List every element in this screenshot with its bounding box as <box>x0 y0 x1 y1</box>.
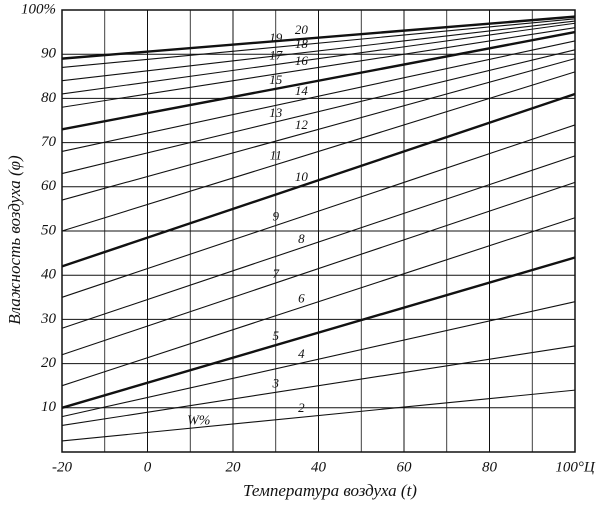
y-tick-label: 20 <box>41 355 57 371</box>
moisture-line <box>61 345 576 427</box>
moisture-line <box>61 22 576 95</box>
x-tick-label: 80 <box>482 459 498 475</box>
moisture-line <box>61 58 576 201</box>
x-tick-label: -20 <box>52 459 72 475</box>
moisture-line <box>61 40 576 152</box>
series-label: 12 <box>295 117 309 132</box>
series-label: 3 <box>272 375 280 390</box>
y-tick-label: 50 <box>41 222 57 238</box>
y-tick-label: 100% <box>21 1 56 17</box>
series-label: 13 <box>269 105 283 120</box>
moisture-line <box>61 181 576 356</box>
y-tick-label: 60 <box>41 178 57 194</box>
x-tick-label: 20 <box>226 459 242 475</box>
moisture-line <box>61 71 576 232</box>
moisture-line <box>61 20 576 82</box>
moisture-line <box>61 256 576 409</box>
x-tick-label: 0 <box>144 459 152 475</box>
y-tick-label: 90 <box>41 46 57 62</box>
y-axis-label: Влажность воздуха (φ) <box>5 155 24 325</box>
x-tick-label: 40 <box>311 459 327 475</box>
y-tick-label: 30 <box>40 311 57 327</box>
moisture-line <box>61 301 576 418</box>
x-tick-label: 60 <box>397 459 413 475</box>
moisture-line <box>61 124 576 298</box>
moisture-line <box>61 92 576 268</box>
series-label: 17 <box>269 47 283 62</box>
y-tick-label: 70 <box>41 134 57 150</box>
series-label: 8 <box>298 231 305 246</box>
moisture-line <box>61 15 576 60</box>
series-label: 19 <box>269 30 283 45</box>
moisture-line <box>61 27 576 108</box>
moisture-line <box>61 155 576 329</box>
moisture-line <box>61 389 576 442</box>
series-label: 9 <box>273 208 280 223</box>
x-tick-label: 100°Ц <box>555 459 595 475</box>
series-label: 20 <box>295 22 309 37</box>
y-tick-label: 40 <box>41 267 57 283</box>
series-label: 15 <box>269 72 283 87</box>
series-label: 10 <box>295 169 309 184</box>
moisture-line <box>61 18 576 69</box>
series-label: 2 <box>298 400 305 415</box>
moisture-line <box>61 49 576 175</box>
series-label: 4 <box>298 346 305 361</box>
series-label: 11 <box>270 148 282 163</box>
annotation: W% <box>187 413 210 428</box>
series-label: 5 <box>273 328 280 343</box>
series-label: 14 <box>295 83 309 98</box>
series-label: 6 <box>298 290 305 305</box>
series-label: 7 <box>273 266 280 281</box>
y-tick-label: 80 <box>41 90 57 106</box>
y-tick-label: 10 <box>41 399 57 415</box>
moisture-line <box>61 217 576 387</box>
x-axis-label: Температура воздуха (t) <box>243 481 417 500</box>
moisture-line <box>61 30 576 131</box>
